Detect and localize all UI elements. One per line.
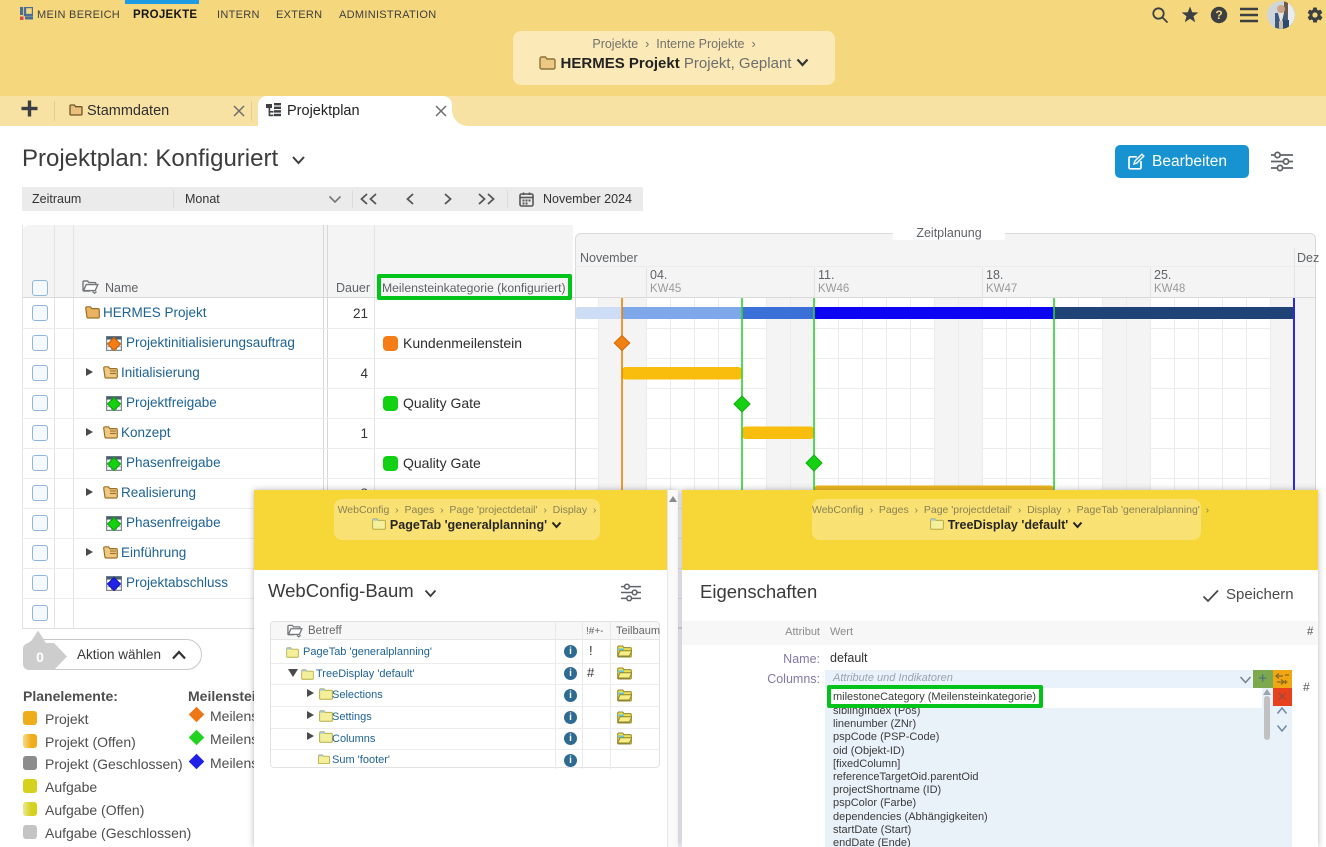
svg-text:0: 0 — [36, 649, 44, 665]
svg-text:?: ? — [1215, 8, 1222, 22]
